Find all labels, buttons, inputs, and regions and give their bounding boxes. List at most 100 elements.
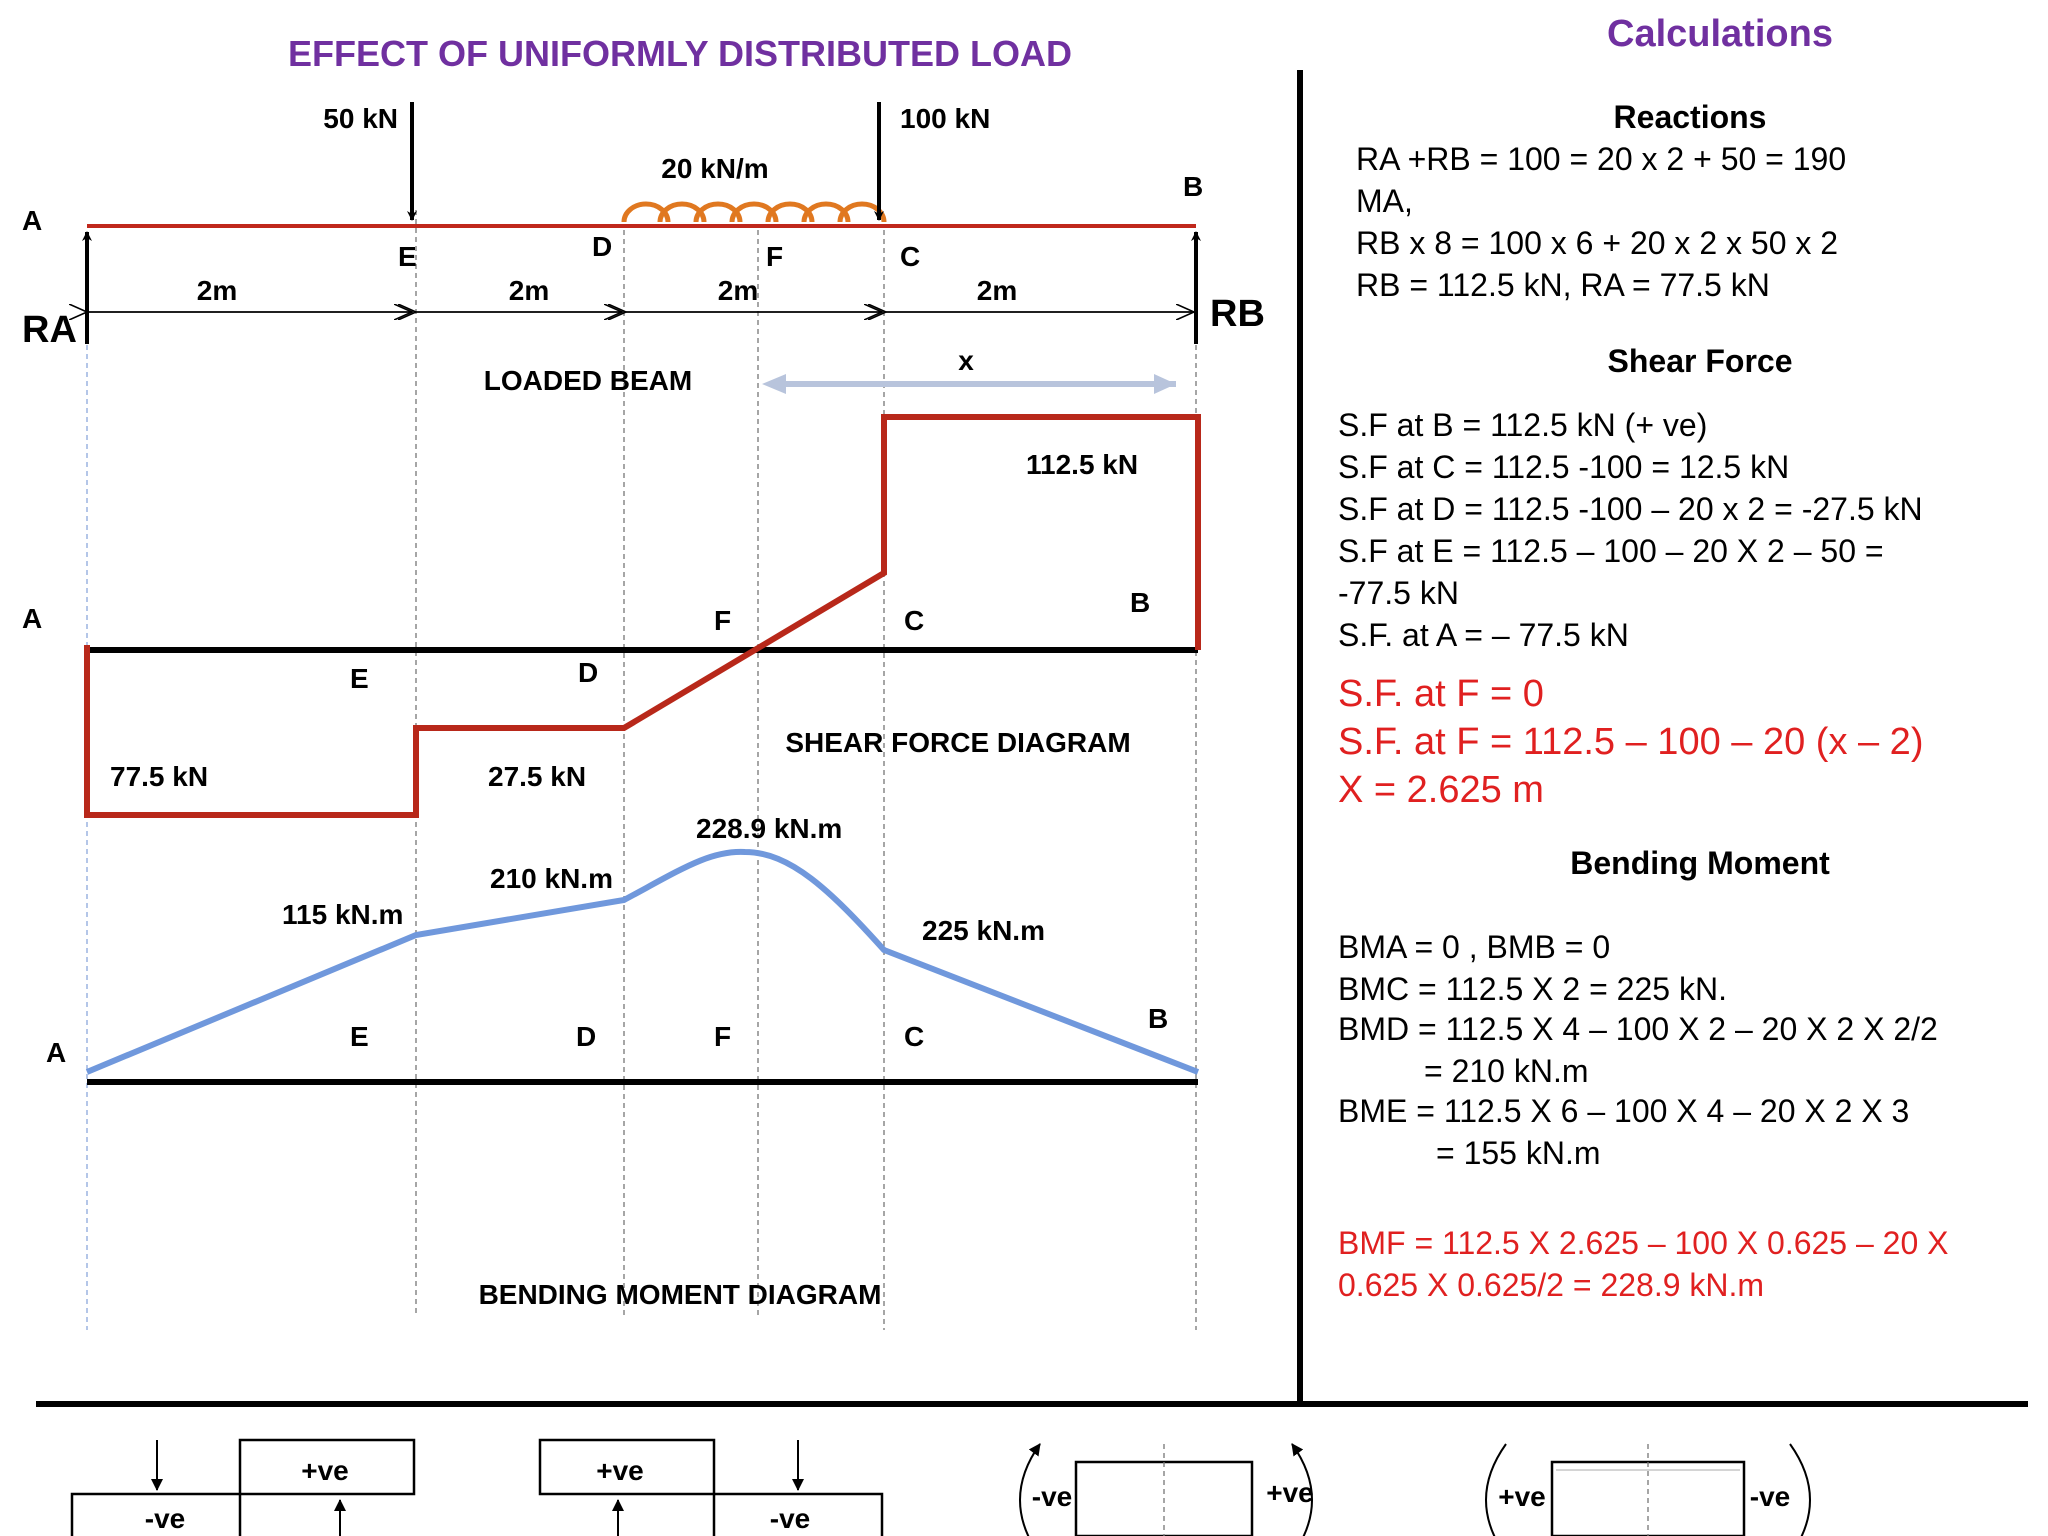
beam-point-f: F xyxy=(766,241,783,272)
bm-line-4: = 210 kN.m xyxy=(1424,1053,1589,1089)
shear-red-line-2: S.F. at F = 112.5 – 100 – 20 (x – 2) xyxy=(1338,721,1923,763)
shear-line-5: -77.5 kN xyxy=(1338,575,1459,611)
conv1-pos-label: +ve xyxy=(301,1455,349,1486)
conv3-right-curl xyxy=(1291,1443,1313,1536)
udl-coils xyxy=(621,201,887,223)
bmd-end-a: A xyxy=(46,1037,66,1068)
sfd-point-f: F xyxy=(714,605,731,636)
sfd-end-b: B xyxy=(1130,587,1150,618)
bmd-value-e: 115 kN.m xyxy=(282,899,403,930)
reaction-b-label: RB xyxy=(1210,293,1265,335)
sfd-curve xyxy=(84,414,1201,818)
bmd-point-d: D xyxy=(576,1021,596,1052)
diagram-title: EFFECT OF UNIFORMLY DISTRIBUTED LOAD xyxy=(288,33,1072,74)
conv4-pos-label: +ve xyxy=(1498,1481,1546,1512)
bmd-point-f: F xyxy=(714,1021,731,1052)
sfd-value-b: 112.5 kN xyxy=(1026,449,1138,480)
conv2-neg-box xyxy=(712,1492,884,1536)
bm-line-3: BMD = 112.5 X 4 – 100 X 2 – 20 X 2 X 2/2 xyxy=(1338,1011,1938,1047)
reaction-a-label: RA xyxy=(22,309,77,351)
shear-convention-2: +ve -ve xyxy=(538,1438,884,1536)
bm-line-6: = 155 kN.m xyxy=(1436,1135,1601,1171)
bmd-point-c: C xyxy=(904,1021,924,1052)
shear-line-1: S.F at B = 112.5 kN (+ ve) xyxy=(1338,407,1707,443)
beam-point-d: D xyxy=(592,231,612,262)
udl-coil-5 xyxy=(765,201,815,223)
calculations-title: Calculations xyxy=(1607,13,1833,55)
sfd-caption: SHEAR FORCE DIAGRAM xyxy=(785,727,1130,758)
span-4-label: 2m xyxy=(977,275,1017,306)
sfd-point-c: C xyxy=(904,605,924,636)
span-2-label: 2m xyxy=(509,275,549,306)
bmd-value-c: 225 kN.m xyxy=(922,915,1045,946)
bm-red-line-1: BMF = 112.5 X 2.625 – 100 X 0.625 – 20 X xyxy=(1338,1225,1949,1261)
bending-moment-diagram: A B E D F C 115 kN.m 210 kN.m 228.9 kN.m… xyxy=(46,813,1200,1310)
bmd-caption: BENDING MOMENT DIAGRAM xyxy=(479,1279,882,1310)
loaded-beam-caption: LOADED BEAM xyxy=(484,365,692,396)
reactions-line-3: RB x 8 = 100 x 6 + 20 x 2 x 50 x 2 xyxy=(1356,225,1838,261)
reactions-line-1: RA +RB = 100 = 20 x 2 + 50 = 190 xyxy=(1356,141,1846,177)
guide-lines xyxy=(86,210,1197,1330)
shear-force-diagram: A B E D F C 112.5 kN 77.5 kN 27.5 kN SHE… xyxy=(22,414,1201,818)
bm-line-2: BMC = 112.5 X 2 = 225 kN. xyxy=(1338,971,1727,1007)
udl-coil-6 xyxy=(801,201,851,223)
beam-point-c: C xyxy=(900,241,920,272)
beam-end-b: B xyxy=(1183,171,1203,202)
reactions-line-2: MA, xyxy=(1356,183,1413,219)
x-distance-arrow-start xyxy=(762,374,786,394)
calculations-panel: Reactions RA +RB = 100 = 20 x 2 + 50 = 1… xyxy=(1338,99,1949,1303)
conv1-pos-box xyxy=(238,1438,416,1496)
bm-line-5: BME = 112.5 X 6 – 100 X 4 – 20 X 2 X 3 xyxy=(1338,1093,1909,1129)
conv1-neg-label: -ve xyxy=(145,1503,185,1534)
bmd-curve xyxy=(85,848,1200,1075)
conv3-pos-label: +ve xyxy=(1266,1477,1314,1508)
bm-line-1: BMA = 0 , BMB = 0 xyxy=(1338,929,1610,965)
x-distance-label: x xyxy=(958,345,974,376)
conv4-neg-label: -ve xyxy=(1750,1481,1790,1512)
shear-heading: Shear Force xyxy=(1608,343,1793,379)
beam-point-e: E xyxy=(398,241,417,272)
moment-convention-1: -ve +ve xyxy=(1019,1443,1314,1536)
udl-coil-3 xyxy=(693,201,743,223)
conv1-neg-box xyxy=(70,1492,242,1536)
bmd-end-b: B xyxy=(1148,1003,1168,1034)
conv4-left-curl xyxy=(1485,1443,1507,1536)
span-1-label: 2m xyxy=(197,275,237,306)
conv2-pos-box xyxy=(538,1438,716,1496)
sfd-point-d: D xyxy=(578,657,598,688)
sfd-end-a: A xyxy=(22,603,42,634)
bm-heading: Bending Moment xyxy=(1570,845,1830,881)
bmd-value-f: 228.9 kN.m xyxy=(696,813,842,844)
sfd-point-e: E xyxy=(350,663,369,694)
sfd-value-e: 27.5 kN xyxy=(488,761,586,792)
udl-label: 20 kN/m xyxy=(661,153,768,184)
shear-line-6: S.F. at A = – 77.5 kN xyxy=(1338,617,1629,653)
reactions-heading: Reactions xyxy=(1614,99,1767,135)
shear-red-line-3: X = 2.625 m xyxy=(1338,769,1544,811)
bmd-value-d: 210 kN.m xyxy=(490,863,613,894)
shear-line-2: S.F at C = 112.5 -100 = 12.5 kN xyxy=(1338,449,1789,485)
load-50-label: 50 kN xyxy=(323,103,398,134)
conv3-left-curl xyxy=(1019,1443,1041,1536)
loaded-beam: 50 kN 100 kN 20 kN/m RA RB A B E D F C 2… xyxy=(22,102,1265,396)
conv4-right-curl xyxy=(1789,1443,1811,1536)
conv2-pos-label: +ve xyxy=(596,1455,644,1486)
load-100-label: 100 kN xyxy=(900,103,990,134)
shear-convention-1: -ve +ve xyxy=(70,1438,416,1536)
reactions-line-4: RB = 112.5 kN, RA = 77.5 kN xyxy=(1356,267,1770,303)
span-3-label: 2m xyxy=(718,275,758,306)
sign-conventions: -ve +ve +ve -ve -ve +ve +ve xyxy=(70,1438,1811,1536)
shear-line-4: S.F at E = 112.5 – 100 – 20 X 2 – 50 = xyxy=(1338,533,1884,569)
conv3-neg-label: -ve xyxy=(1032,1481,1072,1512)
sfd-value-a: 77.5 kN xyxy=(110,761,208,792)
moment-convention-2: +ve -ve xyxy=(1485,1443,1811,1536)
bmd-point-e: E xyxy=(350,1021,369,1052)
udl-coil-2 xyxy=(657,201,707,223)
udl-coil-1 xyxy=(621,201,671,223)
shear-red-line-1: S.F. at F = 0 xyxy=(1338,673,1544,715)
conv2-neg-label: -ve xyxy=(770,1503,810,1534)
shear-line-3: S.F at D = 112.5 -100 – 20 x 2 = -27.5 k… xyxy=(1338,491,1923,527)
beam-end-a: A xyxy=(22,205,42,236)
udl-coil-4 xyxy=(729,201,779,223)
